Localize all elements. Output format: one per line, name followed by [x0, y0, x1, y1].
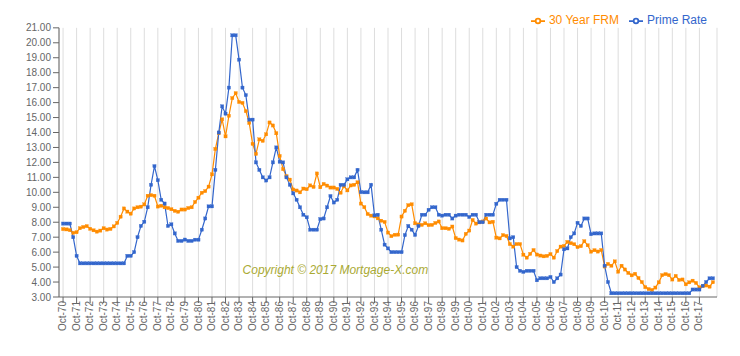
svg-text:Oct-96: Oct-96 [409, 301, 420, 331]
svg-text:Oct-70: Oct-70 [57, 301, 68, 331]
svg-text:Oct-88: Oct-88 [301, 301, 312, 331]
svg-text:Oct-14: Oct-14 [653, 301, 664, 331]
svg-text:7.00: 7.00 [32, 232, 52, 243]
svg-text:Oct-16: Oct-16 [680, 301, 691, 331]
svg-text:Oct-01: Oct-01 [477, 301, 488, 331]
svg-text:Oct-93: Oct-93 [369, 301, 380, 331]
svg-text:Oct-80: Oct-80 [193, 301, 204, 331]
svg-text:8.00: 8.00 [32, 217, 52, 228]
svg-text:19.00: 19.00 [26, 52, 51, 63]
svg-text:Oct-89: Oct-89 [314, 301, 325, 331]
svg-text:Oct-11: Oct-11 [612, 301, 623, 331]
svg-text:5.00: 5.00 [32, 262, 52, 273]
svg-text:Oct-05: Oct-05 [531, 301, 542, 331]
svg-text:Oct-72: Oct-72 [84, 301, 95, 331]
svg-text:Oct-13: Oct-13 [639, 301, 650, 331]
svg-text:10.00: 10.00 [26, 187, 51, 198]
svg-text:Oct-12: Oct-12 [626, 301, 637, 331]
svg-text:Oct-91: Oct-91 [341, 301, 352, 331]
svg-text:Oct-86: Oct-86 [274, 301, 285, 331]
html-text:Prime Rate: Prime Rate [647, 13, 707, 27]
svg-text:Oct-94: Oct-94 [382, 301, 393, 331]
svg-text:Oct-73: Oct-73 [98, 301, 109, 331]
svg-text:Oct-02: Oct-02 [490, 301, 501, 331]
svg-text:11.00: 11.00 [27, 172, 52, 183]
svg-text:Copyright © 2017 Mortgage-X.co: Copyright © 2017 Mortgage-X.com [243, 263, 429, 277]
svg-text:Oct-07: Oct-07 [558, 301, 569, 331]
svg-text:12.00: 12.00 [26, 157, 51, 168]
svg-text:Oct-83: Oct-83 [233, 301, 244, 331]
svg-text:15.00: 15.00 [26, 112, 51, 123]
svg-text:Oct-00: Oct-00 [463, 301, 474, 331]
svg-text:21.00: 21.00 [26, 22, 51, 33]
svg-text:Oct-98: Oct-98 [436, 301, 447, 331]
svg-text:Oct-17: Oct-17 [693, 301, 704, 331]
svg-text:Oct-03: Oct-03 [504, 301, 515, 331]
svg-text:17.00: 17.00 [26, 82, 51, 93]
svg-text:14.00: 14.00 [26, 127, 51, 138]
html-text:30 Year FRM: 30 Year FRM [548, 13, 619, 27]
svg-text:9.00: 9.00 [32, 202, 52, 213]
svg-text:Oct-76: Oct-76 [138, 301, 149, 331]
svg-text:Oct-78: Oct-78 [165, 301, 176, 331]
svg-text:13.00: 13.00 [26, 142, 51, 153]
svg-text:20.00: 20.00 [26, 37, 51, 48]
svg-text:Oct-81: Oct-81 [206, 301, 217, 331]
svg-text:Oct-71: Oct-71 [71, 301, 82, 331]
svg-text:Oct-77: Oct-77 [152, 301, 163, 331]
svg-text:Oct-87: Oct-87 [287, 301, 298, 331]
svg-text:16.00: 16.00 [26, 97, 51, 108]
svg-text:4.00: 4.00 [32, 277, 52, 288]
svg-text:Oct-82: Oct-82 [220, 301, 231, 331]
svg-text:Oct-97: Oct-97 [423, 301, 434, 331]
svg-text:Oct-85: Oct-85 [260, 301, 271, 331]
svg-text:Oct-04: Oct-04 [517, 301, 528, 331]
svg-text:Oct-90: Oct-90 [328, 301, 339, 331]
svg-text:Oct-74: Oct-74 [111, 301, 122, 331]
svg-text:Oct-10: Oct-10 [599, 301, 610, 331]
svg-text:6.00: 6.00 [32, 247, 52, 258]
svg-text:Oct-09: Oct-09 [585, 301, 596, 331]
svg-text:Oct-95: Oct-95 [396, 301, 407, 331]
svg-text:3.00: 3.00 [32, 292, 52, 303]
svg-text:Oct-08: Oct-08 [572, 301, 583, 331]
svg-text:18.00: 18.00 [26, 67, 51, 78]
svg-text:Oct-06: Oct-06 [545, 301, 556, 331]
svg-text:Oct-84: Oct-84 [247, 301, 258, 331]
svg-text:Oct-99: Oct-99 [450, 301, 461, 331]
svg-text:Oct-92: Oct-92 [355, 301, 366, 331]
svg-text:Oct-79: Oct-79 [179, 301, 190, 331]
svg-text:Oct-15: Oct-15 [666, 301, 677, 331]
svg-text:Oct-75: Oct-75 [125, 301, 136, 331]
